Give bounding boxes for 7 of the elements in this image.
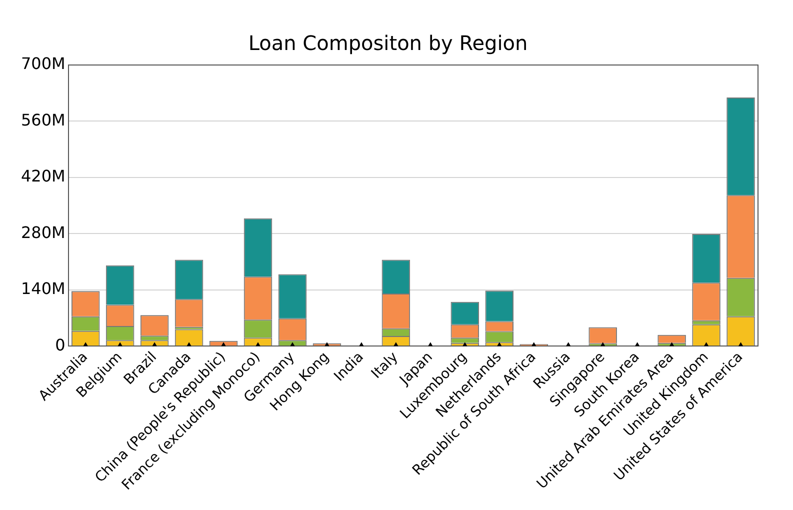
chart-title: Loan Compositon by Region	[248, 31, 528, 56]
y-tick-label: 420M	[21, 166, 66, 186]
y-tick-label: 280M	[21, 222, 66, 242]
y-tick-label: 140M	[21, 279, 66, 298]
y-tick-label: 560M	[21, 110, 66, 130]
y-tick-label: 700M	[21, 54, 66, 74]
y-tick-label: 0	[55, 335, 66, 354]
